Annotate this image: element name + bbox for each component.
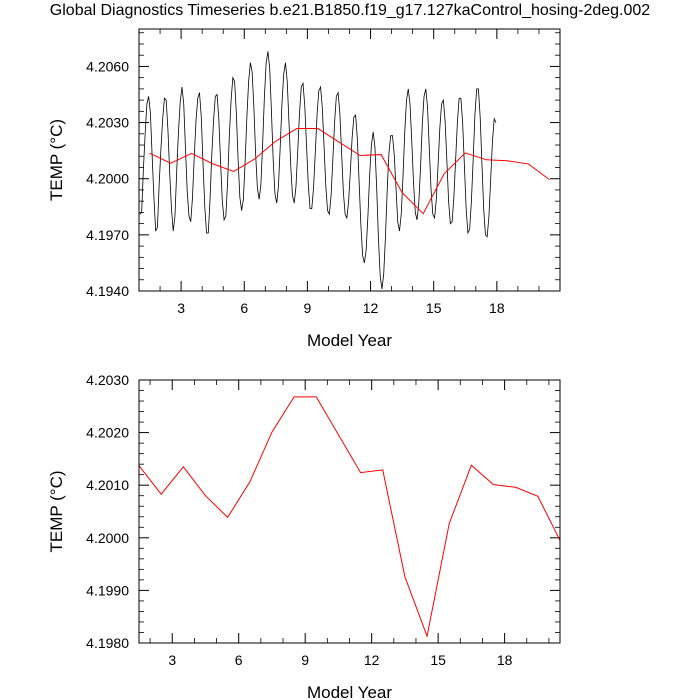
- plot-frame: [138, 379, 561, 644]
- x-axis-label: Model Year: [307, 683, 392, 700]
- x-tick-label: 6: [235, 652, 243, 668]
- x-axis-label: Model Year: [307, 331, 392, 350]
- x-tick-label: 9: [301, 652, 309, 668]
- y-tick-label: 4.2020: [86, 425, 129, 441]
- chart-panel-2: 3 6 9 12 15 18 4.1980 4.1990 4.2000 4.2010 4.2020 4…: [47, 372, 561, 700]
- x-tick-label: 9: [304, 300, 312, 316]
- x-tick-label: 15: [426, 300, 442, 316]
- plot-frame: [138, 28, 561, 292]
- y-tick-label: 4.2030: [86, 372, 129, 388]
- y-tick-label: 4.1990: [86, 582, 129, 598]
- y-tick-label: 4.2060: [86, 58, 129, 74]
- y-tick-label: 4.1940: [86, 283, 129, 299]
- series-line-annual: [149, 128, 550, 215]
- x-tick-label: 6: [240, 300, 248, 316]
- x-tick-label: 15: [430, 652, 446, 668]
- y-tick-label: 4.2000: [86, 171, 129, 187]
- x-tick-label: 3: [177, 300, 185, 316]
- minor-ticks: [139, 380, 560, 643]
- minor-ticks: [138, 29, 561, 291]
- series-line-monthly: [139, 51, 497, 290]
- x-tick-label: 18: [489, 300, 505, 316]
- x-tick-label: 3: [168, 652, 176, 668]
- x-tick-label: 18: [497, 652, 513, 668]
- y-tick-label: 4.2000: [86, 530, 129, 546]
- chart-panel-1: 3 6 9 12 15 18 4.1940 4.1970 4.2000 4.2030 4.2060 M…: [47, 28, 561, 350]
- y-axis-label: TEMP (°C): [47, 119, 66, 201]
- series-line-annual: [139, 396, 560, 638]
- y-axis-label: TEMP (°C): [47, 470, 66, 552]
- x-tick-label: 12: [364, 652, 380, 668]
- y-tick-label: 4.2010: [86, 477, 129, 493]
- chart-title: Global Diagnostics Timeseries b.e21.B185…: [49, 2, 651, 19]
- y-tick-label: 4.1970: [86, 227, 129, 243]
- y-tick-label: 4.1980: [86, 635, 129, 651]
- y-tick-label: 4.2030: [86, 115, 129, 131]
- x-tick-label: 12: [363, 300, 379, 316]
